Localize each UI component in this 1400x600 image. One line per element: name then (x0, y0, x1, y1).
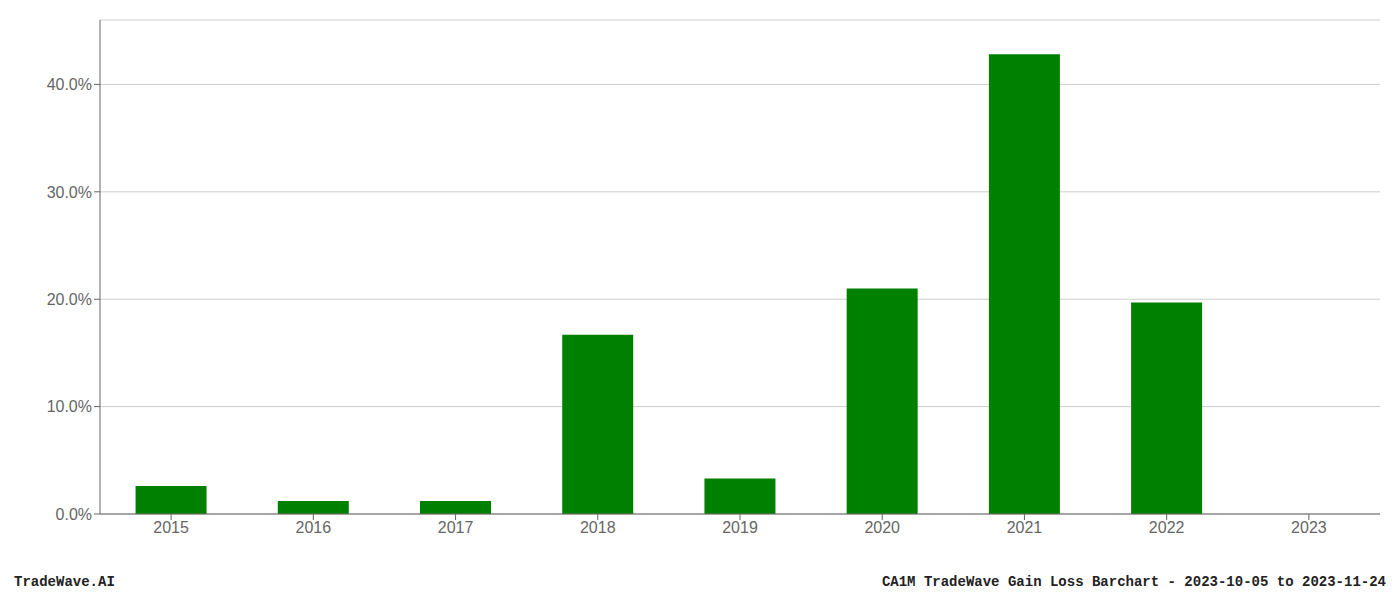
svg-text:30.0%: 30.0% (47, 184, 92, 201)
svg-text:2023: 2023 (1291, 519, 1327, 536)
svg-text:2021: 2021 (1007, 519, 1043, 536)
svg-text:2015: 2015 (153, 519, 189, 536)
svg-text:0.0%: 0.0% (56, 506, 92, 523)
html-text:CA1M TradeWave Gain Loss Barch: CA1M TradeWave Gain Loss Barchart - 2023… (881, 574, 1386, 590)
svg-text:20.0%: 20.0% (47, 291, 92, 308)
svg-text:2018: 2018 (580, 519, 616, 536)
svg-text:40.0%: 40.0% (47, 76, 92, 93)
svg-text:10.0%: 10.0% (47, 398, 92, 415)
svg-text:2020: 2020 (864, 519, 900, 536)
svg-text:2019: 2019 (722, 519, 758, 536)
html-text:TradeWave.AI: TradeWave.AI (14, 574, 115, 590)
svg-text:2016: 2016 (296, 519, 332, 536)
svg-text:2022: 2022 (1149, 519, 1185, 536)
svg-text:2017: 2017 (438, 519, 474, 536)
